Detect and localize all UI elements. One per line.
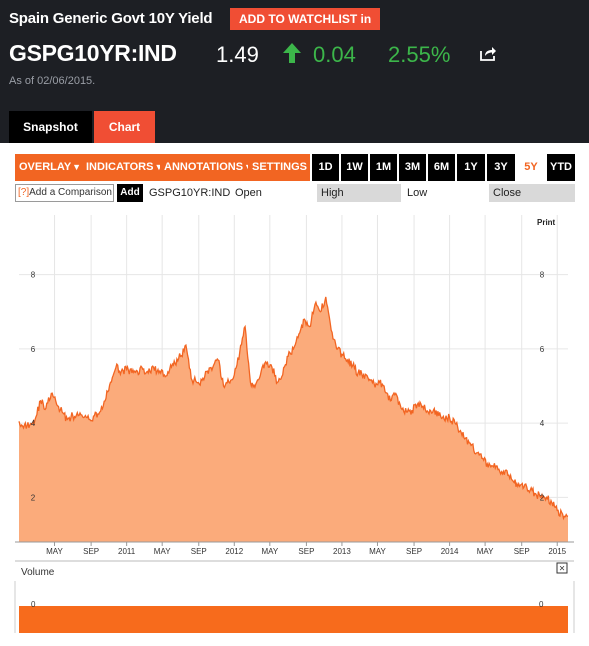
x-tick-label: 2012 <box>225 547 243 556</box>
x-tick-label: 2015 <box>548 547 566 556</box>
x-tick-label: SEP <box>406 547 422 556</box>
range-6m-button[interactable]: 6M <box>428 154 455 181</box>
x-tick-label: 2011 <box>118 547 136 556</box>
x-tick-label: SEP <box>298 547 314 556</box>
x-tick-label: 2014 <box>441 547 459 556</box>
range-3y-button[interactable]: 3Y <box>487 154 515 181</box>
caret-down-icon: ▼ <box>72 162 82 172</box>
compare-row: [?]Add a Comparison Add GSPG10YR:IND Ope… <box>15 184 575 202</box>
yield-line <box>18 296 569 521</box>
x-tick-label: SEP <box>83 547 99 556</box>
tab-chart[interactable]: Chart <box>94 111 155 143</box>
range-5y-button[interactable]: 5Y <box>517 154 545 181</box>
share-icon[interactable] <box>480 46 497 61</box>
overlay-menu-label: OVERLAY <box>19 161 72 173</box>
indicators-menu[interactable]: INDICATORS▼ <box>82 154 164 181</box>
price-change-percent: 2.55% <box>388 42 451 67</box>
low-label: Low <box>407 187 428 199</box>
y-tick-label-left: 4 <box>31 419 36 428</box>
as-of-date: As of 02/06/2015. <box>9 75 96 87</box>
y-tick-label-left: 2 <box>31 493 36 502</box>
close-label: Close <box>489 184 575 202</box>
open-label: Open <box>235 187 262 199</box>
yield-chart: 2 24 46 68 8 MAY SEP 2011 MAY SEP 2012 MAY SEP 2013 M… <box>0 205 589 646</box>
y-tick-label-left: 8 <box>31 271 36 280</box>
x-tick-label: MAY <box>46 547 63 556</box>
symbol-label: GSPG10YR:IND <box>149 187 231 199</box>
range-3m-button[interactable]: 3M <box>399 154 426 181</box>
close-icon[interactable]: × <box>559 564 565 575</box>
range-1d-button[interactable]: 1D <box>312 154 339 181</box>
price-change: 0.04 <box>313 42 356 67</box>
print-link[interactable]: Print <box>537 218 556 227</box>
x-tick-label: 2013 <box>333 547 351 556</box>
close-volume-button[interactable] <box>556 562 568 574</box>
high-label: High <box>317 184 401 202</box>
volume-label: Volume <box>21 567 55 578</box>
x-tick-label: SEP <box>514 547 530 556</box>
arrow-up-icon <box>283 43 301 63</box>
y-tick-label-right: 6 <box>540 345 545 354</box>
volume-y-tick-right: 0 <box>539 600 544 609</box>
indicators-menu-label: INDICATORS <box>86 161 154 173</box>
volume-y-tick-left: 0 <box>31 600 36 609</box>
range-1m-button[interactable]: 1M <box>370 154 397 181</box>
caret-down-icon: ▼ <box>154 162 164 172</box>
range-ytd-button[interactable]: YTD <box>547 154 575 181</box>
comparison-input[interactable]: [?]Add a Comparison <box>15 184 114 202</box>
range-1w-button[interactable]: 1W <box>341 154 368 181</box>
add-to-watchlist-button[interactable]: ADD TO WATCHLIST in <box>230 8 381 30</box>
comparison-placeholder: Add a Comparison <box>29 187 112 198</box>
annotations-menu-label: ANNOTATIONS <box>164 161 244 173</box>
range-1y-button[interactable]: 1Y <box>457 154 485 181</box>
y-tick-label-right: 4 <box>540 419 545 428</box>
x-tick-label: MAY <box>477 547 494 556</box>
y-tick-label-right: 2 <box>540 493 545 502</box>
settings-menu-label: SETTINGS <box>252 161 308 173</box>
y-tick-label-right: 8 <box>540 271 545 280</box>
settings-menu[interactable]: SETTINGS▼ <box>248 154 317 181</box>
x-tick-label: SEP <box>191 547 207 556</box>
page-title: Spain Generic Govt 10Y Yield <box>9 10 213 27</box>
x-tick-label: MAY <box>154 547 171 556</box>
x-axis-labels: MAY SEP 2011 MAY SEP 2012 MAY SEP 2013 MAY SEP 2014… <box>46 542 567 556</box>
x-tick-label: MAY <box>369 547 386 556</box>
volume-bars <box>19 606 568 633</box>
yield-area <box>19 296 568 542</box>
overlay-menu[interactable]: OVERLAY▼ <box>15 154 82 181</box>
quote-header: Spain Generic Govt 10Y Yield ADD TO WATC… <box>0 0 589 143</box>
ticker-symbol: GSPG10YR:IND <box>9 40 177 66</box>
price-value: 1.49 <box>216 42 259 67</box>
y-tick-label-left: 6 <box>31 345 36 354</box>
annotations-menu[interactable]: ANNOTATIONS▼ <box>160 154 253 181</box>
help-icon[interactable]: [?] <box>18 187 30 198</box>
add-comparison-button[interactable]: Add <box>117 184 143 202</box>
y-axis-labels: 2 2 4 4 6 6 8 8 <box>31 271 545 503</box>
x-tick-label: MAY <box>261 547 278 556</box>
tab-snapshot[interactable]: Snapshot <box>9 111 92 143</box>
